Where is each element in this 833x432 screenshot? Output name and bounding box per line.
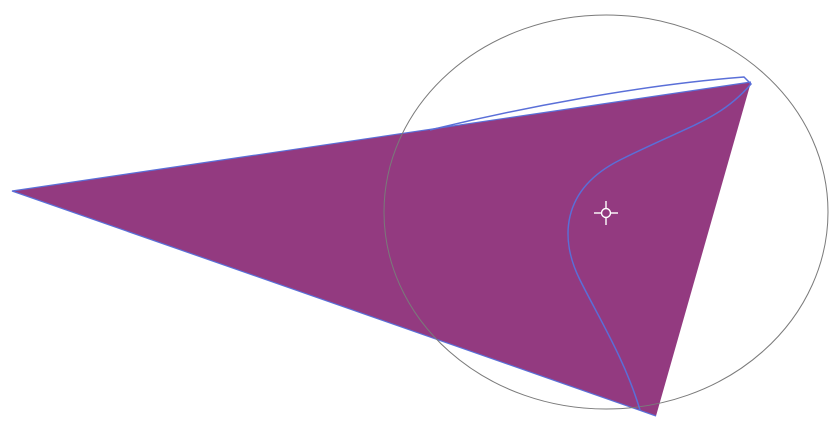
move-crosshair-icon [594,201,618,225]
curve-path-overlay[interactable] [429,76,753,411]
brush-cursor-circle [383,14,829,410]
shape-outline-edge [11,81,752,417]
purple-triangle-shape[interactable] [12,82,751,416]
